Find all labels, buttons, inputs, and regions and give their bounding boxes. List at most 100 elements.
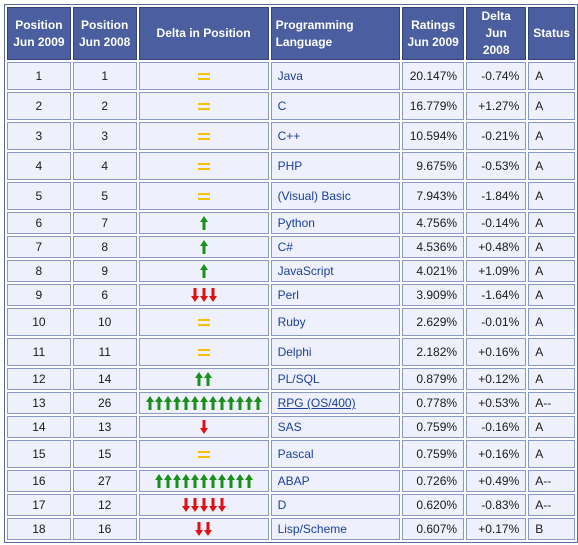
cell-delta: +0.16% (466, 338, 527, 366)
header-row: Position Jun 2009 Position Jun 2008 Delta … (7, 7, 575, 60)
cell-language: ABAP (270, 470, 401, 492)
cell-delta-position (138, 368, 269, 390)
cell-delta: +0.53% (466, 392, 527, 414)
table-row: 17 12 D 0.620% -0.83% A-- (7, 494, 575, 516)
cell-position-2009: 2 (7, 92, 71, 120)
green-up-arrow-icon (226, 396, 235, 411)
header-ratings: Ratings Jun 2009 (402, 7, 465, 60)
cell-position-2009: 16 (7, 470, 71, 492)
table-row: 13 26 RPG (OS/400) 0.778% +0.53% A-- (7, 392, 575, 414)
green-up-arrow-icon (244, 396, 253, 411)
cell-position-2008: 27 (72, 470, 137, 492)
cell-language: C++ (270, 122, 401, 150)
red-down-arrow-icon (190, 288, 199, 303)
cell-position-2009: 3 (7, 122, 71, 150)
cell-status: A (528, 338, 575, 366)
green-up-arrow-icon (235, 396, 244, 411)
cell-position-2009: 11 (7, 338, 71, 366)
green-up-arrow-icon (199, 264, 208, 279)
cell-delta: -0.74% (466, 62, 527, 90)
cell-position-2009: 14 (7, 416, 71, 438)
cell-position-2008: 12 (72, 494, 137, 516)
green-up-arrow-icon (190, 474, 199, 489)
cell-position-2009: 13 (7, 392, 71, 414)
table-row: 5 5 (Visual) Basic 7.943% -1.84% A (7, 182, 575, 210)
cell-language: PHP (270, 152, 401, 180)
red-down-arrow-icon (204, 522, 213, 537)
cell-position-2008: 4 (72, 152, 137, 180)
green-up-arrow-icon (145, 396, 154, 411)
green-up-arrow-icon (217, 396, 226, 411)
table-row: 11 11 Delphi 2.182% +0.16% A (7, 338, 575, 366)
cell-delta-position (138, 392, 269, 414)
cell-status: A-- (528, 470, 575, 492)
cell-position-2009: 6 (7, 212, 71, 234)
green-up-arrow-icon (190, 396, 199, 411)
cell-delta: +0.12% (466, 368, 527, 390)
cell-delta: -0.16% (466, 416, 527, 438)
header-delta-position: Delta in Position (138, 7, 269, 60)
header-line: Ratings (411, 17, 456, 32)
cell-status: A (528, 212, 575, 234)
cell-position-2008: 5 (72, 182, 137, 210)
cell-status: A (528, 122, 575, 150)
cell-status: A (528, 236, 575, 258)
cell-rating: 10.594% (402, 122, 465, 150)
cell-delta-position (138, 470, 269, 492)
cell-position-2009: 9 (7, 284, 71, 306)
table-row: 14 13 SAS 0.759% -0.16% A (7, 416, 575, 438)
cell-rating: 0.879% (402, 368, 465, 390)
cell-position-2008: 16 (72, 518, 137, 540)
cell-status: A-- (528, 494, 575, 516)
table-row: 3 3 C++ 10.594% -0.21% A (7, 122, 575, 150)
red-down-arrow-icon (199, 420, 208, 435)
cell-position-2009: 4 (7, 152, 71, 180)
cell-delta: -0.01% (466, 308, 527, 336)
green-up-arrow-icon (181, 396, 190, 411)
cell-position-2009: 12 (7, 368, 71, 390)
header-line: Delta (481, 9, 511, 23)
cell-rating: 9.675% (402, 152, 465, 180)
cell-rating: 20.147% (402, 62, 465, 90)
cell-position-2008: 26 (72, 392, 137, 414)
cell-language: Delphi (270, 338, 401, 366)
cell-status: A-- (528, 392, 575, 414)
green-up-arrow-icon (163, 396, 172, 411)
cell-position-2008: 3 (72, 122, 137, 150)
cell-position-2008: 2 (72, 92, 137, 120)
cell-status: A (528, 182, 575, 210)
green-up-arrow-icon (199, 240, 208, 255)
equal-icon (197, 349, 210, 357)
cell-position-2008: 11 (72, 338, 137, 366)
green-up-arrow-icon (226, 474, 235, 489)
red-down-arrow-icon (208, 288, 217, 303)
header-line: Position (15, 17, 63, 32)
cell-language[interactable]: RPG (OS/400) (270, 392, 401, 414)
green-up-arrow-icon (163, 474, 172, 489)
cell-language: Java (270, 62, 401, 90)
cell-position-2008: 9 (72, 260, 137, 282)
red-down-arrow-icon (199, 288, 208, 303)
green-up-arrow-icon (199, 216, 208, 231)
cell-position-2009: 15 (7, 440, 71, 468)
cell-delta: -1.64% (466, 284, 527, 306)
table-row: 18 16 Lisp/Scheme 0.607% +0.17% B (7, 518, 575, 540)
cell-delta-position (138, 122, 269, 150)
cell-delta: +0.17% (466, 518, 527, 540)
cell-language: PL/SQL (270, 368, 401, 390)
equal-icon (197, 73, 210, 81)
cell-delta-position (138, 308, 269, 336)
green-up-arrow-icon (204, 372, 213, 387)
cell-status: A (528, 368, 575, 390)
cell-delta: -0.21% (466, 122, 527, 150)
green-up-arrow-icon (172, 474, 181, 489)
cell-delta-position (138, 494, 269, 516)
green-up-arrow-icon (199, 396, 208, 411)
cell-position-2009: 17 (7, 494, 71, 516)
cell-position-2009: 10 (7, 308, 71, 336)
cell-language: (Visual) Basic (270, 182, 401, 210)
cell-language: Python (270, 212, 401, 234)
cell-delta-position (138, 518, 269, 540)
table-row: 1 1 Java 20.147% -0.74% A (7, 62, 575, 90)
language-ranking-table: Position Jun 2009 Position Jun 2008 Delta … (4, 4, 578, 543)
